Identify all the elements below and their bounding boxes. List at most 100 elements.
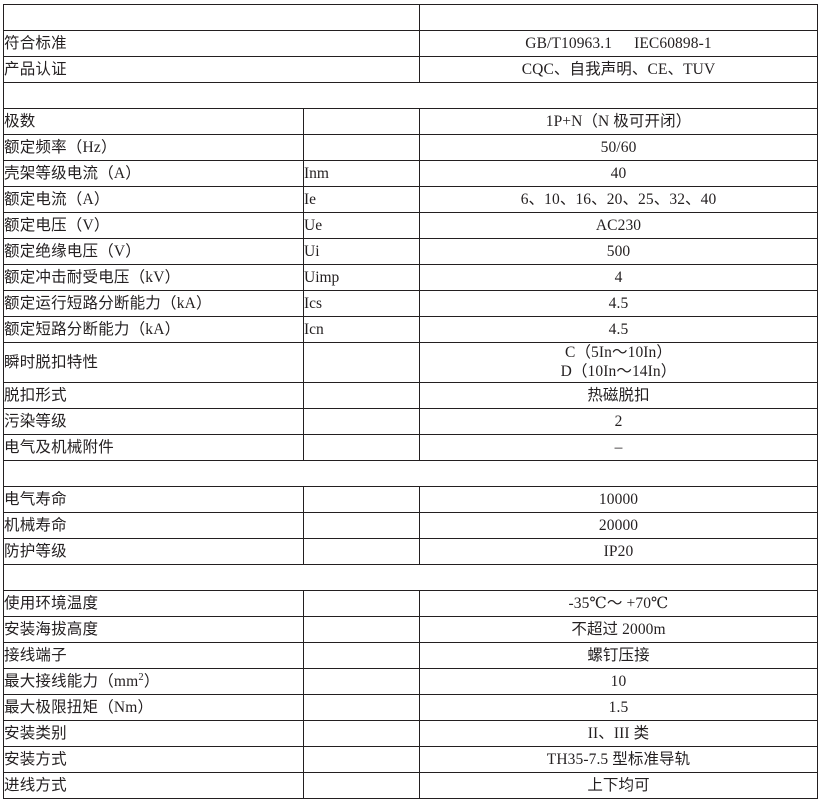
row-symbol-ambient-temperature: [302, 589, 421, 617]
row-value-frame-current: 40: [419, 160, 819, 187]
row-label-frequency: 额定频率（Hz）: [3, 134, 304, 161]
row-symbol-terminal: [302, 641, 421, 669]
row-value-icn: 4.5: [419, 316, 819, 343]
row-symbol-uimp: Uimp: [302, 264, 421, 291]
row-label-trip-type: 脱扣形式: [3, 381, 304, 409]
header-model-value: TGB1N-40: [419, 4, 819, 31]
row-value-mechanical-life: 20000: [419, 511, 819, 539]
table-row: 安装类别 II、III 类: [3, 719, 819, 747]
row-symbol-protection-degree: [302, 537, 421, 565]
row-label-altitude: 安装海拔高度: [3, 615, 304, 643]
section-header-mechanical: 机械特性: [2, 459, 819, 487]
product-specification-table: 产品名称 TGB1N-40 符合标准 GB/T10963.1 IEC60898-1…: [2, 4, 819, 799]
standard-gb: GB/T10963.1: [525, 34, 613, 52]
row-label-frame-current: 壳架等级电流（A）: [3, 160, 304, 187]
row-label-max-torque: 最大极限扭矩（Nm）: [3, 693, 304, 721]
row-value-protection-degree: IP20: [419, 537, 819, 565]
row-label-electrical-life: 电气寿命: [3, 485, 304, 513]
trip-curve-c: C（5In～10In）: [565, 344, 673, 361]
table-row: 机械寿命 20000: [3, 511, 819, 539]
row-value-trip-type: 热磁脱扣: [419, 381, 819, 409]
table-row: 脱扣形式 热磁脱扣: [3, 381, 819, 409]
row-value-impulse-voltage: 4: [419, 264, 819, 291]
table-body: 产品名称 TGB1N-40 符合标准 GB/T10963.1 IEC60898-1…: [2, 4, 819, 799]
row-label-rated-current: 额定电流（A）: [3, 186, 304, 213]
row-symbol-poles: [302, 108, 421, 135]
table-row: 最大极限扭矩（Nm） 1.5: [3, 693, 819, 721]
row-symbol-frequency: [302, 134, 421, 161]
row-symbol-max-torque: [302, 693, 421, 721]
row-value-wiring-direction: 上下均可: [419, 771, 819, 799]
table-row: 额定绝缘电压（V） Ui 500: [3, 238, 819, 265]
row-symbol-ie: Ie: [302, 186, 421, 213]
row-value-frequency: 50/60: [419, 134, 819, 161]
row-value-terminal: 螺钉压接: [419, 641, 819, 669]
row-value-ambient-temperature: -35℃～ +70℃: [419, 589, 819, 617]
section-title-mechanical: 机械特性: [2, 459, 819, 487]
table-row: 极数 1P+N（N 极可开闭）: [3, 108, 819, 135]
row-value-insulation-voltage: 500: [419, 238, 819, 265]
table-row: 额定短路分断能力（kA） Icn 4.5: [3, 316, 819, 343]
table-row: 额定运行短路分断能力（kA） Ics 4.5: [3, 290, 819, 317]
table-row-certification: 产品认证 CQC、自我声明、CE、TUV: [2, 56, 819, 83]
row-value-accessories: –: [419, 433, 819, 461]
row-symbol-electrical-life: [302, 485, 421, 513]
row-label-wiring-direction: 进线方式: [3, 771, 304, 799]
table-row: 最大接线能力（mm2） 10: [3, 667, 819, 695]
row-label-ics: 额定运行短路分断能力（kA）: [3, 290, 304, 317]
table-row: 进线方式 上下均可: [3, 771, 819, 799]
row-symbol-mounting-method: [302, 745, 421, 773]
row-symbol-trip-type: [302, 381, 421, 409]
table-row: 使用环境温度 -35℃～ +70℃: [3, 589, 819, 617]
row-label-max-wire-capacity: 最大接线能力（mm2）: [3, 667, 304, 695]
row-label-ambient-temperature: 使用环境温度: [3, 589, 304, 617]
row-symbol-ui: Ui: [302, 238, 421, 265]
table-row: 安装海拔高度 不超过 2000m: [3, 615, 819, 643]
row-label-insulation-voltage: 额定绝缘电压（V）: [3, 238, 304, 265]
row-value-poles: 1P+N（N 极可开闭）: [419, 108, 819, 135]
row-label-protection-degree: 防护等级: [3, 537, 304, 565]
row-symbol-wiring-direction: [302, 771, 421, 799]
header-product-name-label: 产品名称: [2, 4, 421, 31]
table-row: 防护等级 IP20: [3, 537, 819, 565]
table-row: 电气寿命 10000: [3, 485, 819, 513]
row-label-mounting-method: 安装方式: [3, 745, 304, 773]
row-symbol-altitude: [302, 615, 421, 643]
row-label-pollution-degree: 污染等级: [3, 407, 304, 435]
row-label-certification: 产品认证: [2, 56, 421, 83]
section-title-operating-conditions: 正常工作条件及安装特性: [2, 563, 819, 591]
row-value-rated-voltage: AC230: [419, 212, 819, 239]
row-value-trip-characteristic: C（5In～10In） D（10In～14In）: [419, 342, 819, 383]
table-row: 壳架等级电流（A） Inm 40: [3, 160, 819, 187]
row-value-standard: GB/T10963.1 IEC60898-1: [419, 30, 819, 57]
row-label-standard: 符合标准: [2, 30, 421, 57]
row-label-accessories: 电气及机械附件: [3, 433, 304, 461]
row-value-mounting-method: TH35-7.5 型标准导轨: [419, 745, 819, 773]
row-symbol-max-wire-capacity: [302, 667, 421, 695]
trip-curve-d: D（10In～14In）: [560, 363, 677, 381]
table-row: 电气及机械附件 –: [3, 433, 819, 461]
row-symbol-ics: Ics: [302, 290, 421, 317]
row-value-installation-category: II、III 类: [419, 719, 819, 747]
row-symbol-trip-characteristic: [302, 342, 421, 383]
row-value-altitude: 不超过 2000m: [419, 615, 819, 643]
standard-iec: IEC60898-1: [634, 34, 712, 52]
table-row: 额定电流（A） Ie 6、10、16、20、25、32、40: [3, 186, 819, 213]
table-row: 额定电压（V） Ue AC230: [3, 212, 819, 239]
table-row-trip-characteristic: 瞬时脱扣特性 C（5In～10In） D（10In～14In）: [3, 342, 819, 383]
row-value-pollution-degree: 2: [419, 407, 819, 435]
section-title-electrical: 电气特性: [2, 82, 819, 109]
row-symbol-icn: Icn: [302, 316, 421, 343]
row-label-mechanical-life: 机械寿命: [3, 511, 304, 539]
section-header-electrical: 电气特性: [2, 82, 819, 109]
row-label-icn: 额定短路分断能力（kA）: [3, 316, 304, 343]
row-label-installation-category: 安装类别: [3, 719, 304, 747]
row-value-max-torque: 1.5: [419, 693, 819, 721]
row-value-certification: CQC、自我声明、CE、TUV: [419, 56, 819, 83]
table-header-row: 产品名称 TGB1N-40: [2, 4, 819, 31]
row-symbol-inm: Inm: [302, 160, 421, 187]
row-symbol-ue: Ue: [302, 212, 421, 239]
row-symbol-mechanical-life: [302, 511, 421, 539]
table-row: 额定频率（Hz） 50/60: [3, 134, 819, 161]
row-label-terminal: 接线端子: [3, 641, 304, 669]
